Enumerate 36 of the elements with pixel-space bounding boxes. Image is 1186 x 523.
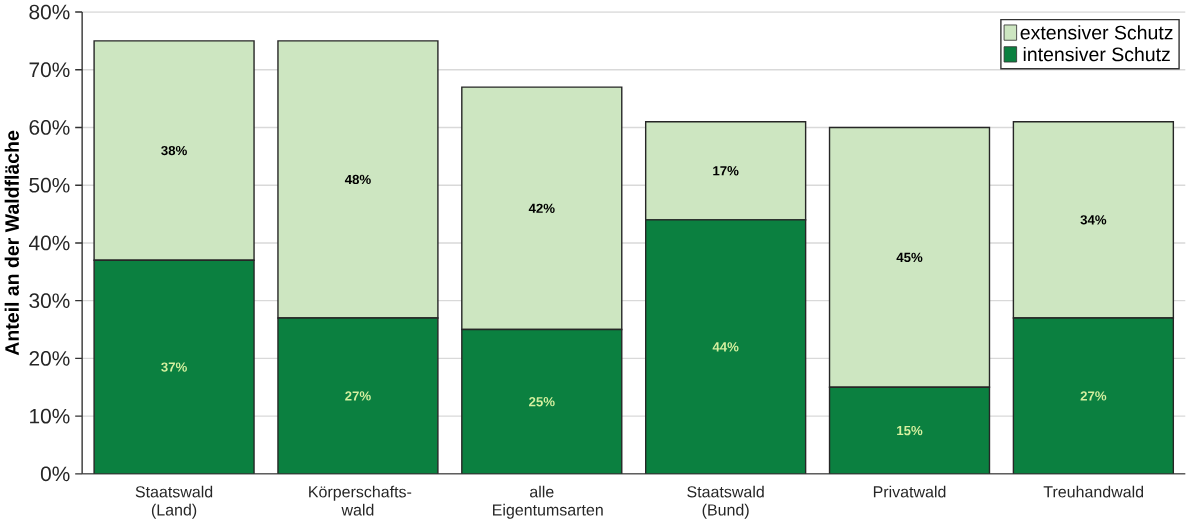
- y-tick-label: 0%: [40, 466, 70, 482]
- legend-label: intensiver Schutz: [1023, 46, 1170, 62]
- y-tick-label: 70%: [29, 62, 70, 77]
- data-label: 27%: [1080, 391, 1107, 401]
- y-tick-label: 40%: [28, 235, 70, 251]
- data-label: 15%: [897, 425, 923, 436]
- data-label: 38%: [161, 145, 187, 156]
- x-tick-label: Staatswald (Land): [135, 485, 213, 519]
- bar: [461, 328, 623, 474]
- y-tick-label: 80%: [29, 4, 70, 20]
- bar: [277, 317, 439, 474]
- y-tick-label: 60%: [29, 119, 70, 135]
- bar: [828, 386, 991, 474]
- y-tick-label: 30%: [29, 293, 70, 308]
- x-tick-label: Privatwald: [873, 485, 946, 498]
- data-label: 27%: [345, 391, 371, 401]
- y-tick-label: 50%: [29, 177, 70, 193]
- y-axis-title: Anteil an der Waldfläche: [4, 130, 19, 356]
- x-tick-label: Treuhandwald: [1043, 485, 1144, 498]
- bar: [93, 259, 255, 474]
- data-label: 42%: [528, 203, 555, 213]
- data-label: 17%: [713, 165, 739, 176]
- data-label: 45%: [896, 252, 923, 262]
- data-label: 34%: [1080, 214, 1107, 225]
- x-tick-label: Staatswald (Bund): [687, 485, 764, 519]
- y-tick-label: 20%: [29, 350, 70, 366]
- bar: [1012, 317, 1175, 474]
- data-label: 44%: [712, 342, 739, 352]
- data-label: 48%: [344, 174, 371, 184]
- data-label: 25%: [529, 396, 555, 407]
- y-tick-label: 10%: [30, 408, 70, 424]
- bar: [644, 218, 807, 474]
- legend-label: extensiver Schutz: [1020, 25, 1173, 40]
- data-label: 37%: [161, 362, 187, 372]
- x-tick-label: alle Eigentumsarten: [493, 485, 603, 519]
- x-tick-label: Körperschafts-wald: [309, 485, 412, 516]
